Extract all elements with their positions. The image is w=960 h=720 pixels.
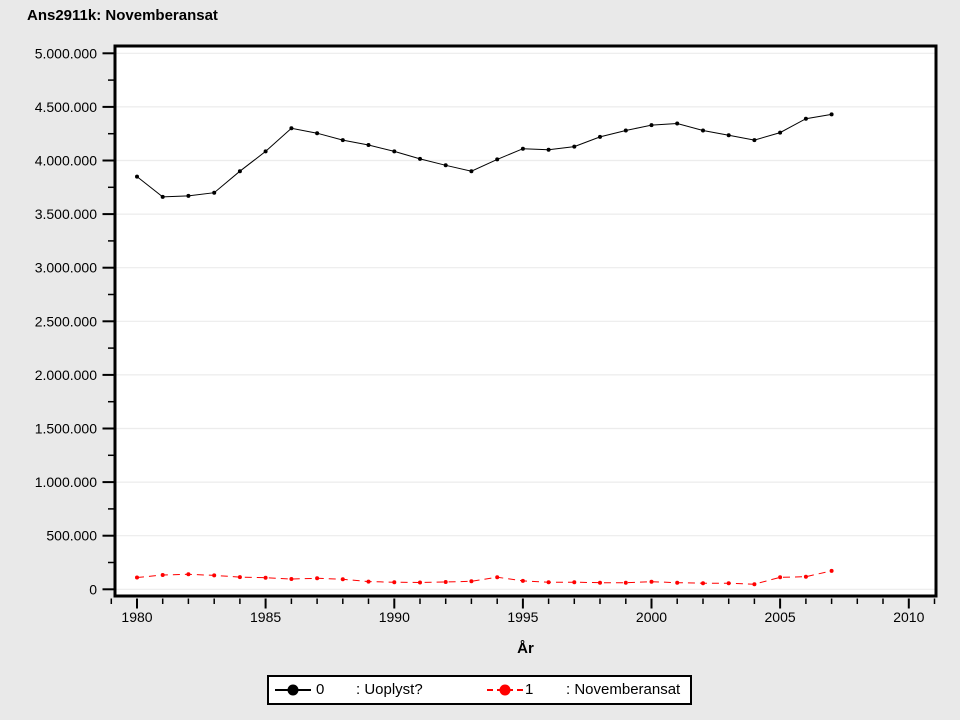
y-tick-label: 4.000.000 [35,153,97,169]
data-point [160,573,165,577]
data-point [546,147,551,152]
x-tick-label: 1980 [121,609,152,625]
data-point [778,575,783,580]
data-point [726,581,731,586]
data-point [572,144,577,149]
data-point [701,581,705,586]
data-point [598,134,602,139]
data-point [726,133,731,138]
data-point [829,112,834,117]
legend-marker-novemberansat-icon [487,684,523,696]
x-tick-label: 1995 [507,609,538,625]
data-point [701,128,705,133]
legend-key-0: 0 [316,681,325,698]
data-point [186,572,191,577]
data-point [572,580,577,585]
data-point [315,576,320,581]
data-point [675,121,680,126]
data-point [392,149,397,154]
data-point [366,143,371,147]
data-point [340,577,345,582]
data-point [752,582,757,587]
y-gridlines [116,52,935,590]
legend-marker-uoplyst-icon [275,684,311,696]
data-point [418,580,422,585]
data-point [289,577,294,581]
data-point [340,138,345,143]
data-point [520,578,525,583]
data-point [469,169,474,174]
data-point [212,573,217,578]
x-axis-title: År [517,640,534,657]
data-point [186,193,191,198]
data-point [752,138,757,143]
data-point [212,190,217,195]
data-point [289,126,294,131]
data-point [263,575,268,580]
y-axis-ticks [102,52,114,591]
data-point [469,579,474,584]
data-point [135,174,139,179]
y-tick-label: 2.000.000 [35,367,97,383]
y-tick-labels: 0 500.000 1.000.000 1.500.000 2.000.000 2.500… [35,45,98,597]
x-tick-label: 2010 [893,609,924,625]
data-point [598,580,602,585]
data-point [495,157,500,162]
y-tick-label: 1.500.000 [35,421,97,437]
y-tick-label: 4.500.000 [35,99,97,115]
legend-key-1: 1 [525,681,534,698]
data-point [623,580,628,585]
x-tick-labels: 1980 1985 1990 1995 2000 2005 2010 [121,609,924,625]
x-tick-label: 2000 [636,609,667,625]
x-tick-label: 1990 [379,609,410,625]
legend-label-novemberansat: : Novemberansat [566,681,681,698]
series-0-line [135,112,834,199]
data-point [546,580,551,585]
legend: 0 : Uoplyst? 1 : Novemberansat [267,675,692,705]
plot-frame [113,44,938,598]
chart-title: Ans2911k: Novemberansat [27,7,218,24]
x-tick-label: 2005 [765,609,796,625]
data-point [649,123,654,128]
data-point [135,575,139,580]
data-point [495,575,500,580]
data-point [623,128,628,133]
data-point [315,131,320,136]
y-tick-label: 1.000.000 [35,474,97,490]
data-point [778,130,783,135]
y-tick-label: 2.500.000 [35,313,97,329]
series-1-line [135,568,834,587]
legend-label-uoplyst: : Uoplyst? [356,681,423,698]
y-tick-label: 3.000.000 [35,260,97,276]
y-tick-label: 5.000.000 [35,45,97,61]
data-point [418,156,422,161]
y-tick-label: 3.500.000 [35,206,97,222]
y-tick-label: 500.000 [46,528,97,544]
data-point [443,163,448,168]
data-point [263,149,268,154]
data-point [520,146,525,151]
x-axis-ticks [110,598,936,609]
data-point [160,194,165,199]
data-point [803,574,808,579]
data-point [443,580,448,584]
data-point [237,575,242,580]
y-tick-label: 0 [89,581,97,597]
data-point [392,580,397,585]
data-point [237,169,242,174]
x-tick-label: 1985 [250,609,281,625]
data-point [829,568,834,573]
data-point [675,580,680,585]
data-point [366,579,371,584]
data-point [649,579,654,584]
data-point [803,116,808,121]
